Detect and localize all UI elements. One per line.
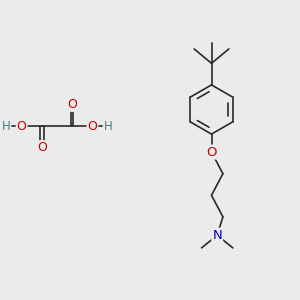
Text: O: O	[67, 98, 77, 111]
Text: O: O	[37, 141, 47, 154]
Text: H: H	[2, 119, 10, 133]
Text: N: N	[212, 229, 222, 242]
Text: H: H	[103, 119, 112, 133]
Text: O: O	[206, 146, 217, 159]
Text: O: O	[17, 119, 26, 133]
Text: O: O	[88, 119, 97, 133]
